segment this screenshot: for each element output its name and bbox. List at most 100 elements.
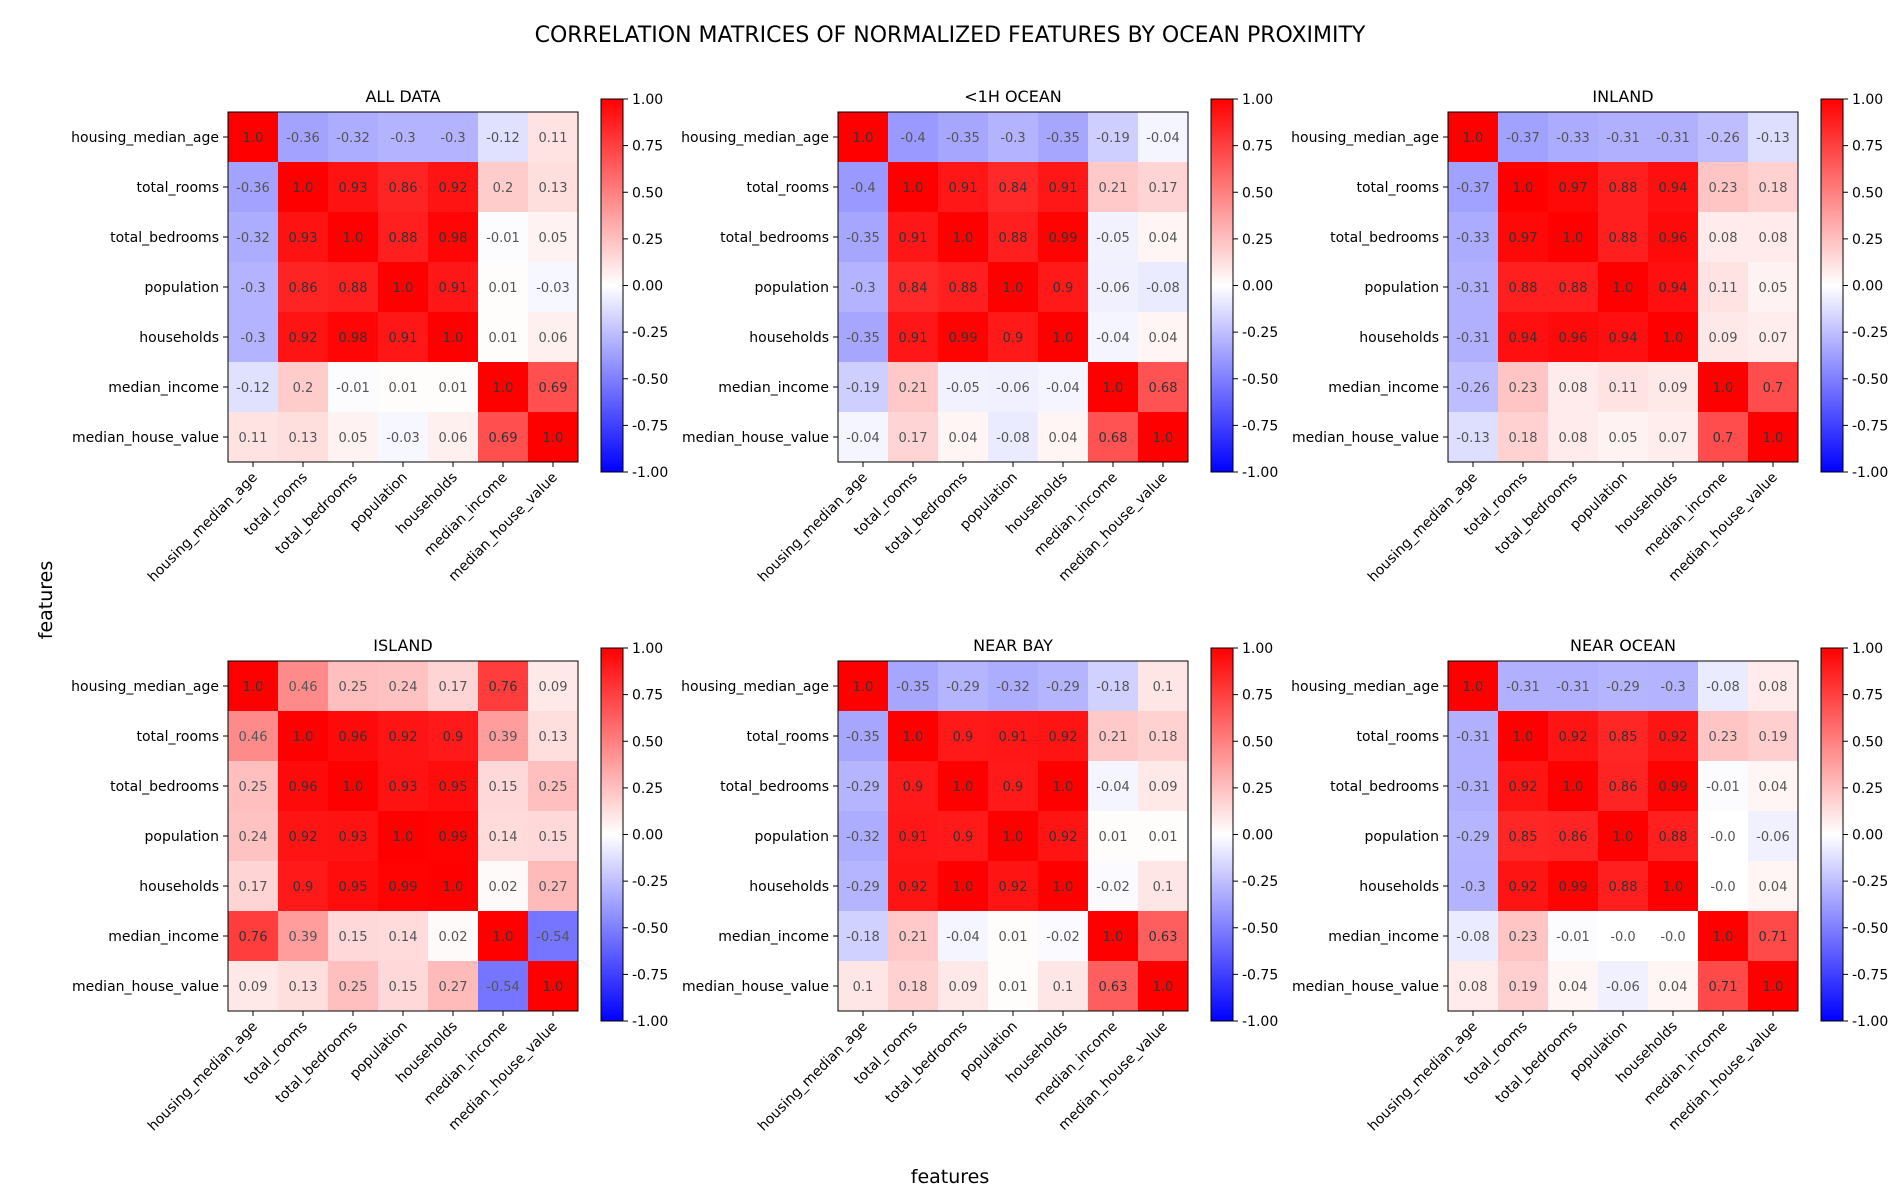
heatmap-cell: [1138, 412, 1188, 462]
cell-value-label: -0.33: [1456, 231, 1490, 246]
cell-value-label: 0.09: [1659, 381, 1688, 396]
heatmap-cell: [278, 362, 328, 412]
cell-value-label: -0.08: [996, 431, 1030, 446]
heatmap-cell: [1548, 911, 1598, 961]
heatmap-cell: [478, 911, 528, 961]
cell-value-label: -0.35: [946, 131, 980, 146]
cell-value-label: 0.92: [1049, 730, 1078, 745]
cell-value-label: 1.0: [903, 181, 924, 196]
cell-value-label: 0.93: [339, 181, 368, 196]
y-tick-label: households: [139, 330, 219, 346]
heatmap-cell: [1498, 861, 1548, 911]
heatmap-cell: [1748, 112, 1798, 162]
cell-value-label: -0.31: [1456, 730, 1490, 745]
heatmap-cell: [888, 262, 938, 312]
cell-value-label: 0.02: [439, 930, 468, 945]
heatmap-cell: [328, 811, 378, 861]
cell-value-label: 1.0: [243, 131, 264, 146]
cell-value-label: 0.06: [539, 331, 568, 346]
colorbar-tick-label: 1.00: [632, 641, 663, 657]
heatmap-cell: [1748, 312, 1798, 362]
heatmap-cell: [328, 961, 378, 1011]
heatmap-cell: [528, 661, 578, 711]
colorbar: [1820, 647, 1844, 1022]
heatmap-cell: [1548, 711, 1598, 761]
cell-value-label: -0.3: [1000, 131, 1025, 146]
cell-value-label: 0.94: [1659, 181, 1688, 196]
heatmap-cell: [1648, 761, 1698, 811]
cell-value-label: 1.0: [1053, 331, 1074, 346]
cell-value-label: 0.01: [389, 381, 418, 396]
heatmap-cell: [528, 861, 578, 911]
heatmap-cell: [1038, 112, 1088, 162]
cell-value-label: -0.19: [1096, 131, 1130, 146]
heatmap-cell: [328, 262, 378, 312]
cell-value-label: 0.9: [443, 730, 464, 745]
colorbar-tick-label: -0.25: [1242, 325, 1278, 341]
cell-value-label: 1.0: [953, 231, 974, 246]
heatmap-cell: [428, 711, 478, 761]
colorbar-tick-label: 0.75: [632, 139, 663, 155]
cell-value-label: 0.98: [339, 331, 368, 346]
cell-value-label: -0.3: [240, 281, 265, 296]
cell-value-label: 0.98: [439, 231, 468, 246]
panel-title: NEAR OCEAN: [1570, 636, 1676, 655]
heatmap-cell: [1598, 312, 1648, 362]
cell-value-label: 1.0: [393, 830, 414, 845]
heatmap-cell: [278, 711, 328, 761]
heatmap-cell: [938, 661, 988, 711]
heatmap-cell: [1448, 811, 1498, 861]
heatmap-cell: [328, 661, 378, 711]
cell-value-label: 0.23: [1709, 181, 1738, 196]
heatmap-cell: [328, 362, 378, 412]
heatmap-cell: [278, 112, 328, 162]
cell-value-label: 0.19: [1509, 980, 1538, 995]
colorbar-tick-label: 0.75: [1852, 139, 1883, 155]
cell-value-label: 1.0: [1763, 980, 1784, 995]
heatmap-cell: [328, 162, 378, 212]
colorbar-tick-label: -0.50: [1852, 921, 1888, 937]
cell-value-label: 0.11: [1709, 281, 1738, 296]
heatmap-cell: [1038, 362, 1088, 412]
cell-value-label: 0.04: [1149, 231, 1178, 246]
cell-value-label: 0.1: [1053, 980, 1074, 995]
cell-value-label: 0.1: [1153, 880, 1174, 895]
cell-value-label: -0.13: [1756, 131, 1790, 146]
heatmap-cell: [528, 112, 578, 162]
cell-value-label: -0.31: [1556, 680, 1590, 695]
heatmap-cell: [1038, 711, 1088, 761]
heatmap-cell: [378, 362, 428, 412]
cell-value-label: 1.0: [953, 880, 974, 895]
cell-value-label: 0.9: [1003, 331, 1024, 346]
heatmap-cell: [1548, 162, 1598, 212]
cell-value-label: 0.1: [1153, 680, 1174, 695]
figure-y-axis-label: features: [35, 561, 57, 640]
panel-title: ISLAND: [373, 636, 432, 655]
cell-value-label: 0.99: [1559, 880, 1588, 895]
y-tick-label: total_bedrooms: [1330, 779, 1439, 795]
heatmap-cell: [378, 412, 428, 462]
cell-value-label: 0.01: [999, 980, 1028, 995]
cell-value-label: 1.0: [1463, 680, 1484, 695]
cell-value-label: 0.23: [1709, 730, 1738, 745]
heatmap-cell: [1648, 711, 1698, 761]
cell-value-label: 0.76: [489, 680, 518, 695]
heatmap-cell: [1448, 861, 1498, 911]
cell-value-label: -0.12: [236, 381, 270, 396]
heatmap-cell: [378, 761, 428, 811]
cell-value-label: 0.85: [1509, 830, 1538, 845]
cell-value-label: 1.0: [1053, 780, 1074, 795]
heatmap-cell: [1088, 112, 1138, 162]
heatmap-cell: [228, 661, 278, 711]
y-tick-label: total_rooms: [136, 180, 219, 196]
y-tick-label: median_income: [718, 380, 829, 396]
heatmap-cell: [1698, 412, 1748, 462]
cell-value-label: -0.01: [486, 231, 520, 246]
cell-value-label: -0.36: [286, 131, 320, 146]
y-tick-label: population: [145, 280, 220, 296]
cell-value-label: 1.0: [1663, 880, 1684, 895]
heatmap-cell: [1448, 412, 1498, 462]
cell-value-label: 0.84: [999, 181, 1028, 196]
heatmap-cell: [1698, 961, 1748, 1011]
heatmap-cell: [838, 262, 888, 312]
